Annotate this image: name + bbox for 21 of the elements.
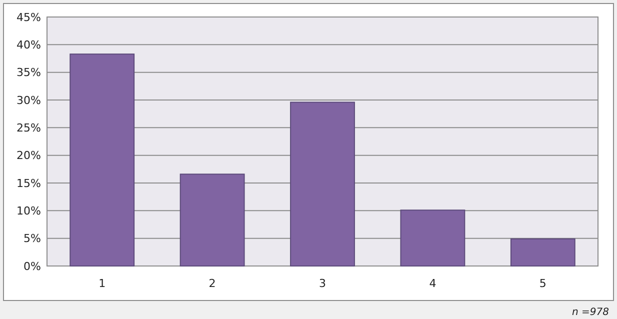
x-tick-label: 1 bbox=[98, 277, 106, 290]
y-tick-label: 10% bbox=[16, 204, 41, 218]
y-tick-label: 20% bbox=[16, 149, 41, 162]
y-tick-label: 5% bbox=[24, 232, 41, 246]
bar bbox=[70, 54, 135, 266]
x-tick-label: 5 bbox=[539, 277, 546, 290]
y-tick-label: 25% bbox=[16, 122, 41, 135]
y-tick-label: 40% bbox=[16, 38, 41, 52]
bar bbox=[510, 238, 576, 266]
x-tick-label: 4 bbox=[429, 277, 436, 290]
x-tick-label: 3 bbox=[319, 277, 326, 290]
text: n =978 bbox=[572, 307, 609, 318]
bar bbox=[290, 102, 355, 266]
y-tick-label: 30% bbox=[16, 94, 41, 107]
bar bbox=[180, 174, 245, 266]
y-tick-label: 45% bbox=[16, 10, 41, 24]
bar bbox=[400, 210, 466, 266]
y-tick-label: 35% bbox=[16, 66, 41, 80]
y-tick-label: 0% bbox=[24, 260, 41, 273]
y-tick-label: 15% bbox=[16, 176, 41, 190]
x-tick-label: 2 bbox=[208, 277, 216, 290]
